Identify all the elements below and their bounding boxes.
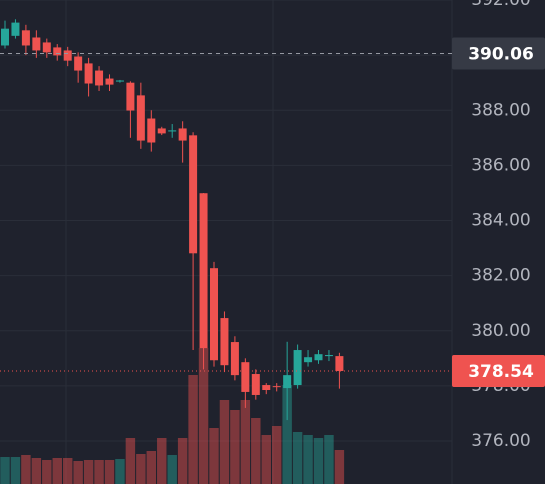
volume-bar [52, 458, 62, 484]
crosshair-price-box [452, 37, 545, 70]
candle-body [210, 268, 218, 361]
volume-bar [125, 438, 136, 484]
candle-body [272, 386, 281, 388]
volume-bar [157, 438, 167, 484]
volume-bar [303, 435, 313, 484]
candle-body [335, 356, 344, 371]
candle-body [178, 128, 187, 141]
y-tick-label: 388.00 [471, 100, 530, 120]
candle-body [241, 362, 250, 392]
candle-body [74, 56, 83, 71]
volume-bar [198, 348, 209, 484]
candle-body [1, 28, 9, 46]
crosshair-price-label: 390.06 [468, 44, 534, 64]
candle-body [53, 47, 62, 56]
y-tick-label: 382.00 [471, 266, 530, 286]
y-tick-label: 376.00 [471, 431, 530, 451]
candle-body [230, 342, 239, 376]
volume-bar [334, 450, 345, 484]
candle-body [304, 357, 313, 363]
volume-bar [230, 410, 240, 484]
candle-body [189, 135, 198, 254]
last-price-label: 378.54 [468, 362, 534, 382]
candle-body [136, 95, 145, 141]
y-tick-label: 384.00 [471, 211, 530, 231]
volume-bar [292, 432, 303, 484]
volume-bar [21, 455, 31, 484]
volume-bar [146, 451, 157, 484]
volume-bar [115, 459, 125, 484]
candle-body [115, 80, 124, 82]
volume-bar [94, 460, 104, 484]
candle-body [293, 350, 302, 386]
volume-bar [251, 418, 261, 484]
candle-body [220, 318, 229, 366]
y-tick-label: 386.00 [471, 155, 530, 175]
candle-body [324, 355, 333, 357]
last-price-box [452, 354, 545, 387]
volume-bar [271, 426, 282, 484]
volume-bar [136, 454, 146, 484]
candle-body [262, 385, 271, 391]
volume-bar [324, 435, 334, 484]
volume-bar [167, 455, 177, 484]
candle-body [42, 42, 51, 53]
volume-bar [62, 458, 73, 484]
candle-body [126, 82, 135, 111]
candle-body [95, 70, 104, 86]
candle-body [157, 128, 166, 134]
candle-body [105, 78, 114, 85]
volume-bar [261, 435, 271, 484]
volume-bar [42, 460, 52, 484]
volume-bar [188, 375, 198, 484]
candle-body [314, 354, 323, 361]
volume-bar [282, 385, 292, 484]
volume-bar [209, 428, 219, 484]
volume-bar [177, 438, 188, 484]
volume-bar [313, 438, 324, 484]
volume-bar [83, 460, 94, 484]
volume-bar [0, 457, 10, 484]
volume-bar [104, 460, 115, 484]
candle-body [147, 118, 156, 143]
candle-body [251, 374, 260, 395]
candle-body [32, 37, 41, 51]
candle-body [21, 30, 30, 46]
volume-bar [73, 461, 83, 484]
candle-body [63, 50, 72, 61]
volume-bar [219, 400, 230, 484]
candle-body [283, 375, 292, 389]
y-tick-label: 392.00 [471, 0, 530, 10]
volume-bar [240, 400, 251, 484]
candle-body [11, 22, 20, 36]
volume-bar [10, 457, 21, 484]
candle-body [168, 130, 177, 132]
candle-body [84, 63, 93, 84]
y-tick-label: 380.00 [471, 321, 530, 341]
volume-bar [31, 458, 42, 484]
candle-body [199, 193, 208, 349]
